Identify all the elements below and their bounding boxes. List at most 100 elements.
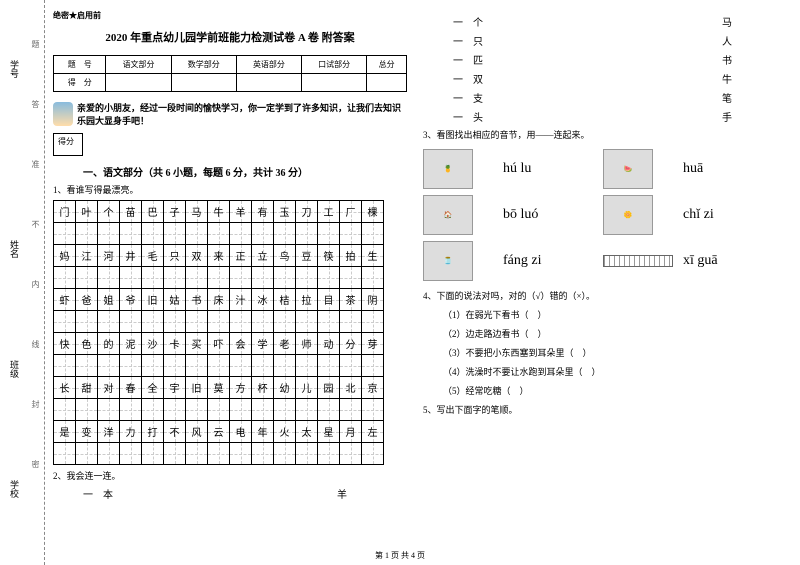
char-cell: 色 [76, 333, 98, 355]
intro-text: 亲爱的小朋友，经过一段时间的愉快学习，你一定学到了许多知识，让我们去知识乐园大显… [77, 102, 407, 127]
char-cell: 刀 [296, 201, 318, 223]
char-cell [208, 399, 230, 421]
char-cell: 姑 [164, 289, 186, 311]
char-cell [142, 355, 164, 377]
char-cell [362, 355, 384, 377]
question-2: 2、我会连一连。 [53, 469, 407, 482]
char-cell [54, 267, 76, 289]
row2-label: 得 分 [54, 74, 106, 92]
pinyin-1b: chǐ zi [683, 207, 763, 223]
char-cell [340, 311, 362, 333]
char-cell [274, 223, 296, 245]
char-cell: 太 [296, 421, 318, 443]
char-cell [318, 267, 340, 289]
char-cell [164, 443, 186, 465]
tf-2: （2）边走路边看书（ ） [443, 327, 792, 340]
char-cell: 买 [186, 333, 208, 355]
char-cell [230, 223, 252, 245]
char-cell: 河 [98, 245, 120, 267]
char-cell [362, 267, 384, 289]
char-cell: 姐 [98, 289, 120, 311]
char-cell [296, 223, 318, 245]
char-cell [230, 355, 252, 377]
seal-mark-1: 封 [30, 400, 41, 408]
char-cell [54, 399, 76, 421]
match-row-1: 一 个马 [423, 14, 792, 29]
char-cell [98, 267, 120, 289]
pinyin-1: bō luó [503, 207, 583, 223]
char-cell: 生 [362, 245, 384, 267]
match-row-3: 一 匹书 [423, 52, 792, 67]
seal-mark-3: 内 [30, 280, 41, 288]
char-cell: 是 [54, 421, 76, 443]
match-right-0: 羊 [337, 486, 347, 501]
char-cell: 云 [208, 421, 230, 443]
char-cell [208, 443, 230, 465]
tf-3: （3）不要把小东西塞到耳朵里（ ） [443, 346, 792, 359]
char-cell: 泥 [120, 333, 142, 355]
char-cell: 幼 [274, 377, 296, 399]
label-class: 班级 [8, 360, 21, 378]
char-cell: 鸟 [274, 245, 296, 267]
char-cell: 巴 [142, 201, 164, 223]
char-cell: 芽 [362, 333, 384, 355]
match-row-0: 一 本 羊 [53, 486, 407, 501]
char-cell [230, 443, 252, 465]
char-cell: 玉 [274, 201, 296, 223]
score-table: 题 号 语文部分 数学部分 英语部分 口试部分 总分 得 分 [53, 55, 407, 92]
char-cell [186, 223, 208, 245]
char-cell [186, 355, 208, 377]
char-cell: 不 [164, 421, 186, 443]
char-cell: 棵 [362, 201, 384, 223]
pinyin-0b: huā [683, 161, 763, 177]
left-column: 绝密★启用前 2020 年重点幼儿园学前班能力检测试卷 A 卷 附答案 题 号 … [45, 0, 415, 565]
label-id: 学号 [8, 60, 21, 78]
section-1-title: 一、语文部分（共 6 小题，每题 6 分，共计 36 分） [83, 164, 407, 179]
char-cell [186, 399, 208, 421]
char-cell [362, 311, 384, 333]
th-1: 语文部分 [106, 56, 171, 74]
char-cell: 月 [340, 421, 362, 443]
char-cell [142, 223, 164, 245]
char-cell: 对 [98, 377, 120, 399]
char-cell: 分 [340, 333, 362, 355]
label-school: 学校 [8, 480, 21, 498]
char-cell: 毛 [142, 245, 164, 267]
score-box: 得分 [53, 133, 83, 156]
char-cell [76, 443, 98, 465]
th-0: 题 号 [54, 56, 106, 74]
char-cell [318, 355, 340, 377]
char-cell [230, 311, 252, 333]
binding-margin: 学校 班级 姓名 学号 密 封 线 内 不 准 答 题 [0, 0, 45, 565]
char-cell: 拉 [296, 289, 318, 311]
char-cell: 快 [54, 333, 76, 355]
char-cell [362, 443, 384, 465]
char-cell: 苗 [120, 201, 142, 223]
char-cell: 会 [230, 333, 252, 355]
char-cell [208, 223, 230, 245]
char-cell [296, 399, 318, 421]
char-cell [142, 443, 164, 465]
seal-mark-4: 不 [30, 220, 41, 228]
char-cell [274, 267, 296, 289]
char-cell: 旧 [186, 377, 208, 399]
char-cell [318, 223, 340, 245]
char-cell: 老 [274, 333, 296, 355]
char-cell [54, 223, 76, 245]
char-cell [186, 311, 208, 333]
char-cell [296, 267, 318, 289]
char-cell: 子 [164, 201, 186, 223]
tf-1: （1）在弱光下看书（ ） [443, 308, 792, 321]
char-cell: 井 [120, 245, 142, 267]
char-cell [208, 355, 230, 377]
char-cell: 方 [230, 377, 252, 399]
pinyin-grid: 🍍 hú lu 🍉 huā 🏠 bō luó 🌼 chǐ zi 🫙 fáng z… [423, 149, 792, 281]
page-footer: 第 1 页 共 4 页 [0, 550, 800, 561]
seal-mark-2: 线 [30, 340, 41, 348]
char-cell [76, 399, 98, 421]
char-cell [340, 399, 362, 421]
char-cell: 学 [252, 333, 274, 355]
th-4: 口试部分 [302, 56, 367, 74]
char-cell: 北 [340, 377, 362, 399]
char-cell [186, 443, 208, 465]
